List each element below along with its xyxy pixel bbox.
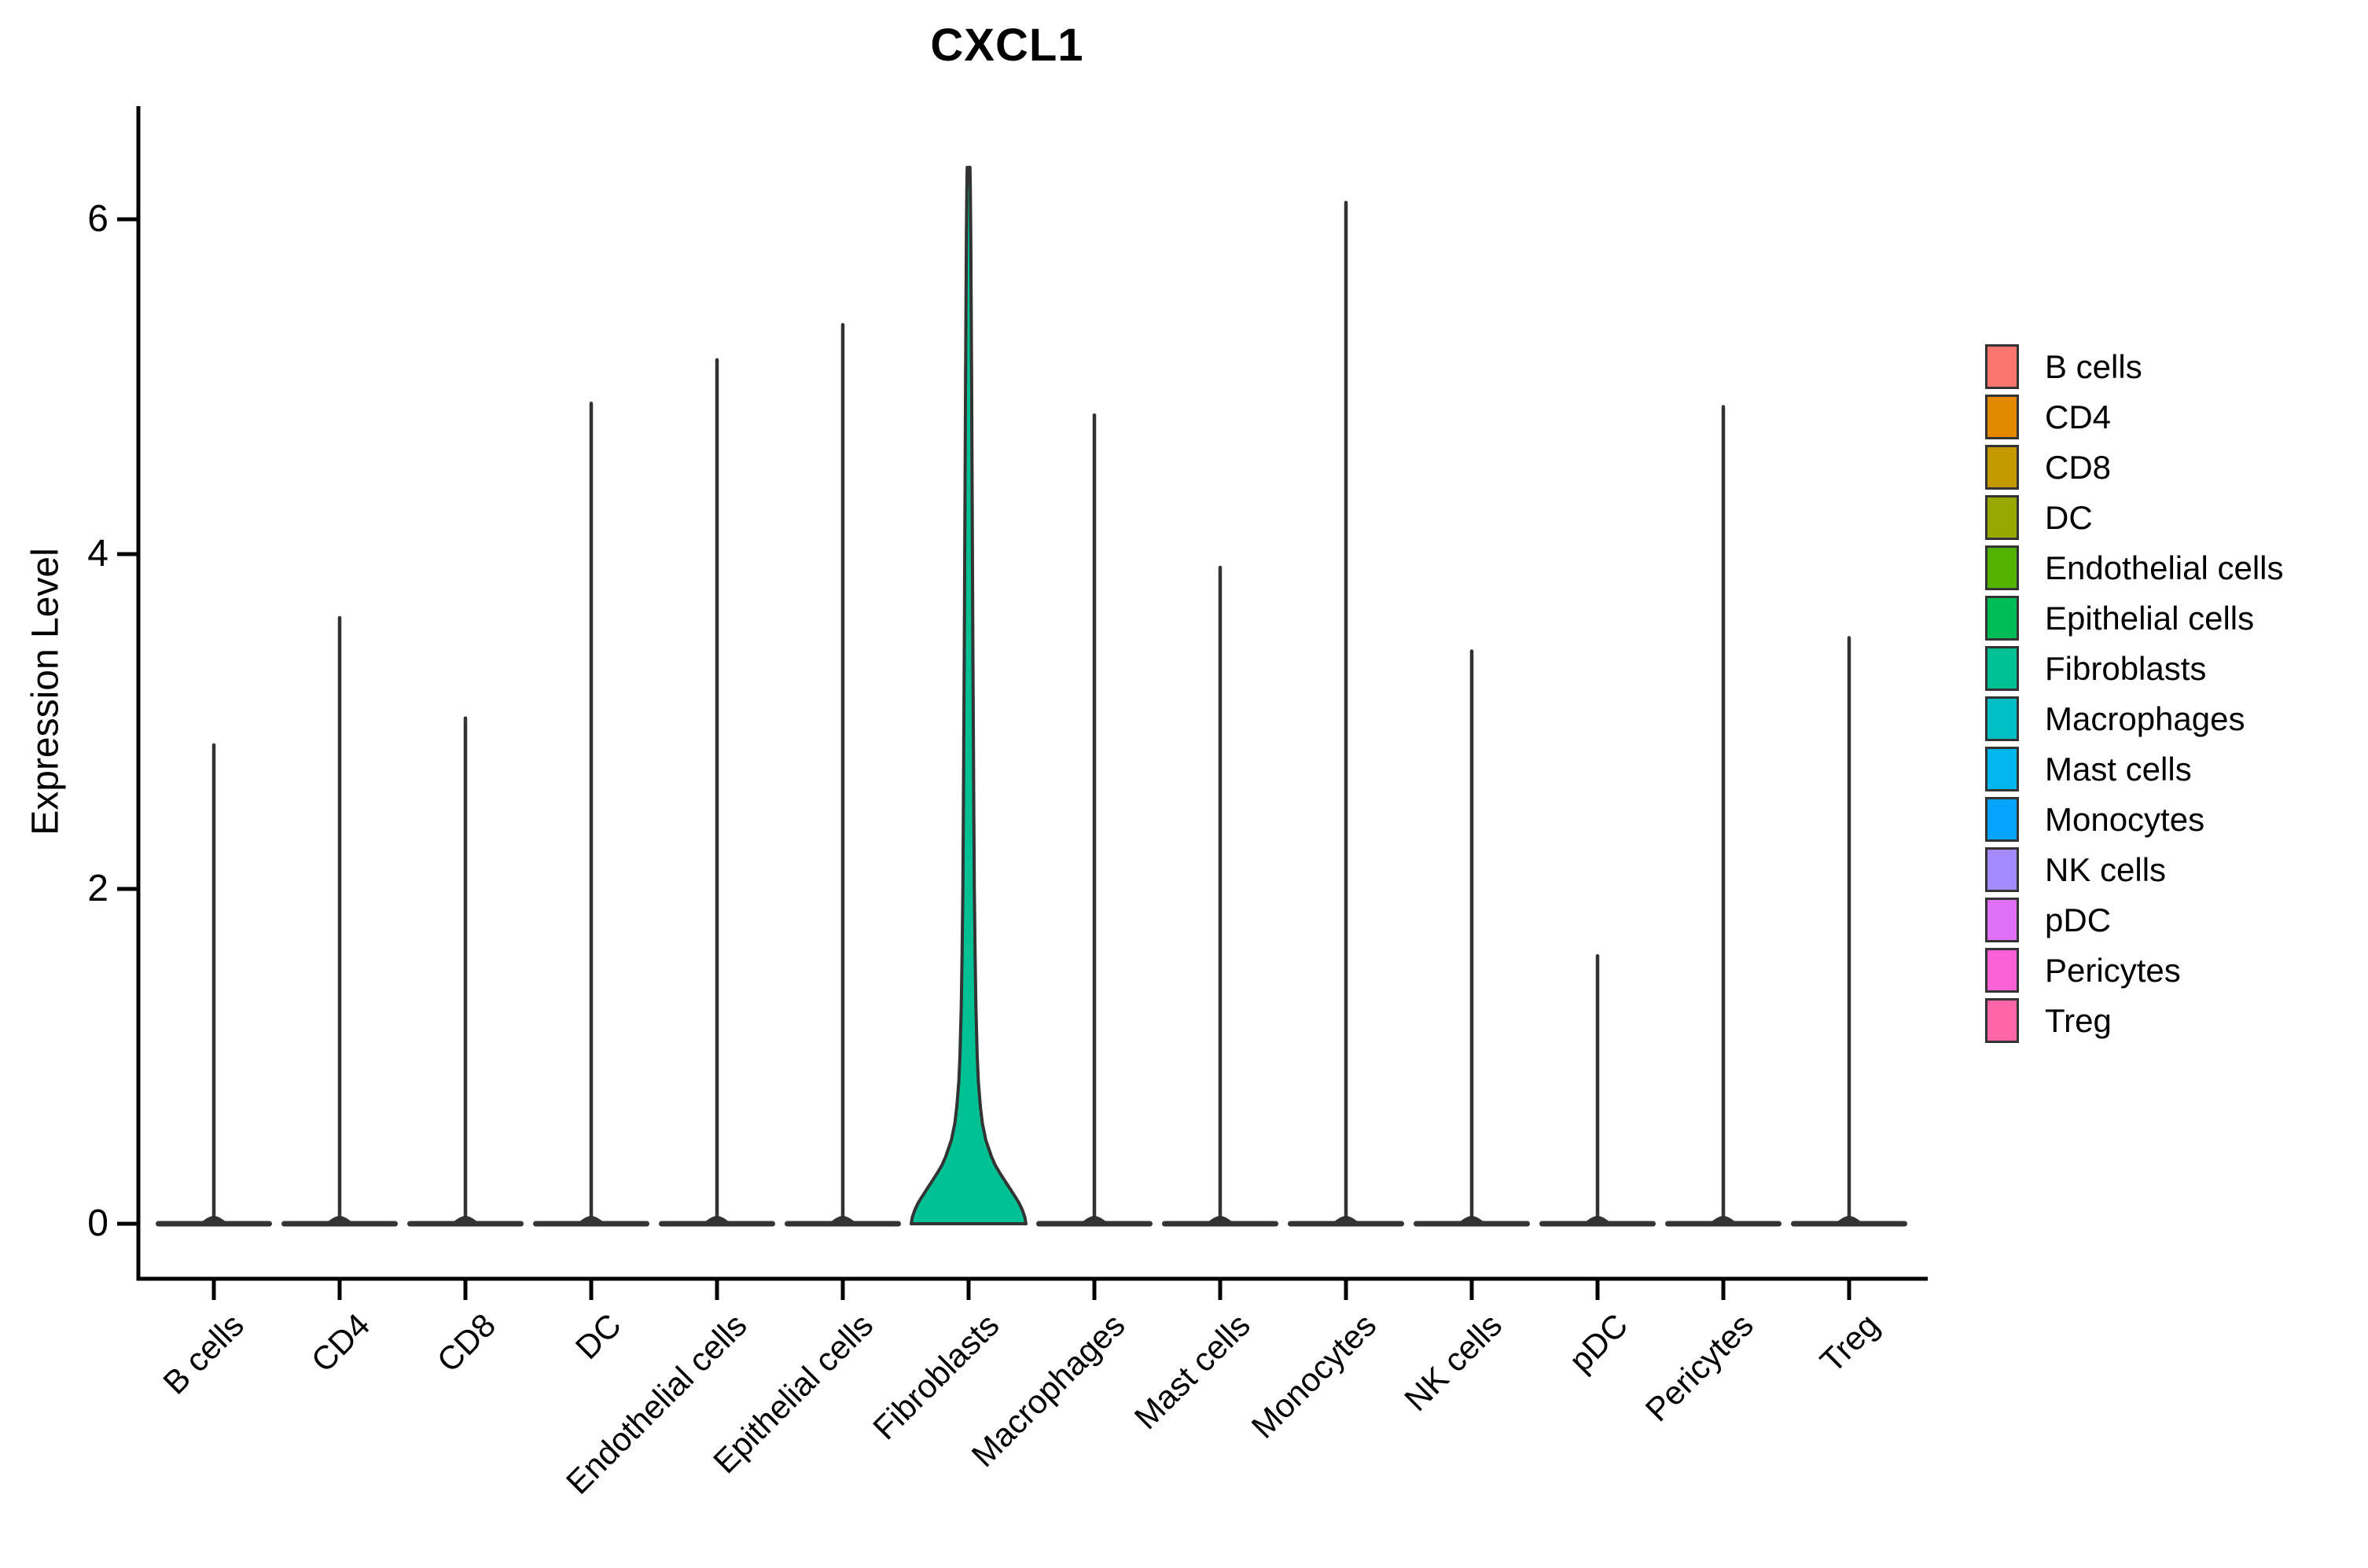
- legend-item: CD4: [1985, 395, 2284, 439]
- violin-base-cd4: [281, 1221, 398, 1227]
- legend-item: NK cells: [1985, 847, 2284, 892]
- violin-base-treg: [1791, 1221, 1907, 1227]
- legend-swatch: [1985, 747, 2019, 791]
- legend-item: Macrophages: [1985, 696, 2284, 741]
- legend-item: B cells: [1985, 344, 2284, 389]
- violin-base-b-cells: [156, 1221, 272, 1227]
- legend-item: pDC: [1985, 898, 2284, 942]
- violin-base-pdc: [1539, 1221, 1656, 1227]
- legend-swatch: [1985, 898, 2019, 942]
- legend-swatch: [1985, 646, 2019, 691]
- legend-label: CD8: [2045, 448, 2112, 486]
- legend-item: Epithelial cells: [1985, 596, 2284, 641]
- legend-swatch: [1985, 344, 2019, 389]
- y-tick-label: 0: [87, 1203, 108, 1244]
- violin-base-dc: [533, 1221, 649, 1227]
- legend-label: Fibroblasts: [2045, 649, 2207, 687]
- y-tick-label: 6: [87, 198, 108, 240]
- violin-base-mast-cells: [1162, 1221, 1278, 1227]
- legend-swatch: [1985, 797, 2019, 842]
- violin-base-macrophages: [1036, 1221, 1153, 1227]
- legend-item: Endothelial cells: [1985, 545, 2284, 590]
- legend-swatch: [1985, 545, 2019, 590]
- legend-label: CD4: [2045, 398, 2112, 435]
- legend-item: Mast cells: [1985, 747, 2284, 791]
- legend-item: CD8: [1985, 445, 2284, 490]
- legend-label: Endothelial cells: [2045, 549, 2284, 586]
- legend-item: Pericytes: [1985, 948, 2284, 993]
- y-tick-label: 4: [87, 533, 108, 575]
- legend-label: Pericytes: [2045, 951, 2181, 989]
- legend-label: Macrophages: [2045, 700, 2245, 737]
- legend-swatch: [1985, 847, 2019, 892]
- legend-label: Mast cells: [2045, 750, 2192, 788]
- legend: B cells CD4 CD8 DC Endothelial cells Epitheli…: [1985, 344, 2284, 1048]
- legend-item: Fibroblasts: [1985, 646, 2284, 691]
- legend-label: DC: [2045, 498, 2093, 536]
- legend-label: pDC: [2045, 901, 2112, 938]
- violin-base-endothelial-cells: [659, 1221, 775, 1227]
- violin-base-monocytes: [1288, 1221, 1404, 1227]
- violin-base-cd8: [407, 1221, 524, 1227]
- plot-title: CXCL1: [930, 20, 1084, 71]
- violin-base-pericytes: [1665, 1221, 1782, 1227]
- legend-label: Epithelial cells: [2045, 599, 2255, 637]
- legend-swatch: [1985, 696, 2019, 741]
- legend-swatch: [1985, 596, 2019, 641]
- legend-label: Treg: [2045, 1001, 2112, 1039]
- y-axis-title: Expression Level: [24, 548, 67, 835]
- legend-label: Monocytes: [2045, 800, 2205, 838]
- legend-swatch: [1985, 948, 2019, 993]
- legend-label: NK cells: [2045, 850, 2167, 888]
- y-tick-label: 2: [87, 868, 108, 909]
- legend-swatch: [1985, 998, 2019, 1043]
- legend-item: Monocytes: [1985, 797, 2284, 842]
- legend-item: Treg: [1985, 998, 2284, 1043]
- violin-base-epithelial-cells: [785, 1221, 901, 1227]
- legend-item: DC: [1985, 495, 2284, 540]
- legend-label: B cells: [2045, 347, 2142, 385]
- legend-swatch: [1985, 445, 2019, 490]
- legend-swatch: [1985, 395, 2019, 439]
- violin-base-nk-cells: [1414, 1221, 1530, 1227]
- violin-shape-fibroblasts: [910, 166, 1028, 1225]
- legend-swatch: [1985, 495, 2019, 540]
